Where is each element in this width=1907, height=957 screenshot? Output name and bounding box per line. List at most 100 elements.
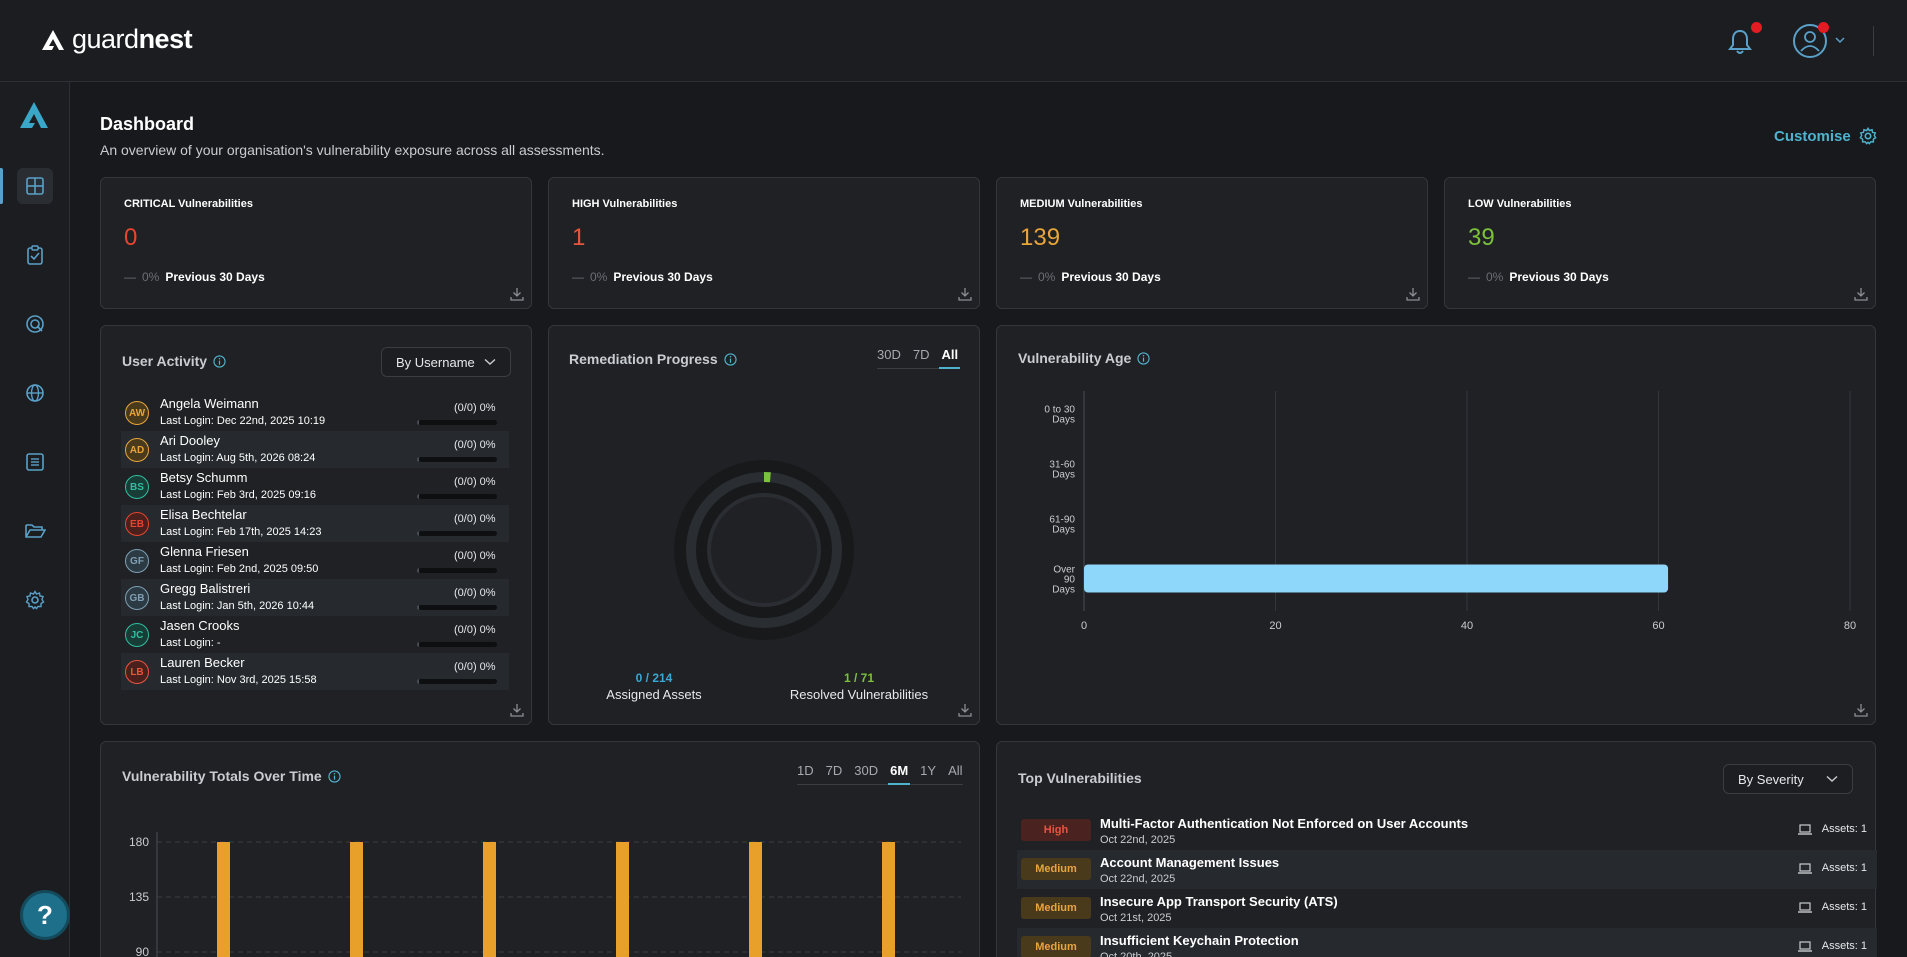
user-progress-count: (0/0) 0% — [454, 402, 496, 414]
assigned-assets-label: Assigned Assets — [606, 687, 702, 702]
trend-dash: — — [1468, 270, 1480, 284]
sidebar-item-web[interactable] — [17, 375, 53, 411]
vulnerability-row[interactable]: Medium Insufficient Keychain Protection Oc… — [1017, 928, 1877, 957]
top-vulns-title: Top Vulnerabilities — [1018, 770, 1142, 786]
tab-all[interactable]: All — [948, 763, 963, 778]
notifications-bell-icon[interactable] — [1727, 28, 1753, 56]
sidebar-item-reports[interactable] — [17, 444, 53, 480]
vulnerability-row[interactable]: Medium Insecure App Transport Security (A… — [1017, 889, 1877, 928]
tab-30d[interactable]: 30D — [877, 347, 901, 362]
user-avatar: BS — [125, 475, 149, 499]
resolved-vulns-stat: 1 / 71 Resolved Vulnerabilities — [769, 671, 949, 702]
remediation-tabs: 30D 7D All — [877, 347, 960, 369]
sidebar-item-settings[interactable] — [17, 582, 53, 618]
notification-badge — [1751, 22, 1762, 33]
totals-bar[interactable] — [217, 842, 230, 957]
chevron-down-icon[interactable] — [1835, 36, 1845, 44]
folder-open-icon — [25, 524, 46, 538]
customise-label: Customise — [1774, 127, 1851, 145]
grid-icon — [26, 177, 44, 195]
user-menu-button[interactable] — [1793, 24, 1827, 58]
totals-title-text: Vulnerability Totals Over Time — [122, 768, 322, 784]
vulnerability-age-chart: 0 20 40 60 80 0 to 30 Days 31-60 Days 61-90 Days Ov… — [1044, 391, 1856, 632]
user-row[interactable]: EB Elisa Bechtelar Last Login: Feb 17th, 2… — [121, 505, 509, 542]
user-name: Ari Dooley — [160, 433, 220, 448]
download-icon[interactable] — [958, 287, 972, 301]
sidebar-logo-icon[interactable] — [18, 100, 50, 130]
sidebar-item-targets[interactable] — [17, 306, 53, 342]
chevron-down-icon — [484, 358, 496, 365]
user-last-login: Last Login: - — [160, 637, 221, 649]
download-icon[interactable] — [1854, 287, 1868, 301]
tab-6m[interactable]: 6M — [888, 763, 911, 785]
download-icon[interactable] — [958, 703, 972, 717]
vulnerability-title: Insecure App Transport Security (ATS) — [1100, 894, 1338, 909]
totals-y-tick: 90 — [136, 945, 150, 957]
stat-value: 1 — [572, 224, 586, 251]
vulnerability-age-card: Vulnerability Age 0 20 40 60 80 0 to 30 Days 31… — [996, 325, 1876, 725]
tab-7d[interactable]: 7D — [825, 763, 843, 778]
download-icon[interactable] — [1406, 287, 1420, 301]
age-category-label: Over 90 Days — [1052, 565, 1075, 596]
info-icon[interactable] — [213, 354, 226, 368]
download-icon[interactable] — [510, 287, 524, 301]
vulnerability-row[interactable]: Medium Account Management Issues Oct 22nd,… — [1017, 850, 1877, 889]
user-row[interactable]: GB Gregg Balistreri Last Login: Jan 5th, 2… — [121, 579, 509, 616]
totals-bar[interactable] — [483, 842, 496, 957]
totals-bar[interactable] — [749, 842, 762, 957]
help-button[interactable]: ? — [20, 890, 70, 940]
user-row[interactable]: GF Glenna Friesen Last Login: Feb 2nd, 202… — [121, 542, 509, 579]
totals-bar[interactable] — [616, 842, 629, 957]
vulnerability-title: Multi-Factor Authentication Not Enforced… — [1100, 816, 1469, 831]
clipboard-check-icon — [27, 245, 43, 265]
user-name: Betsy Schumm — [160, 470, 248, 485]
user-row[interactable]: BS Betsy Schumm Last Login: Feb 3rd, 2025 … — [121, 468, 509, 505]
user-last-login: Last Login: Feb 2nd, 2025 09:50 — [160, 563, 319, 575]
totals-bar[interactable] — [882, 842, 895, 957]
stat-value: 0 — [124, 224, 138, 251]
remediation-title-text: Remediation Progress — [569, 351, 718, 367]
top-vulns-filter[interactable]: By Severity — [1723, 764, 1853, 794]
stat-card: MEDIUM Vulnerabilities 139 — 0% Previous 30 … — [996, 177, 1428, 309]
user-activity-filter[interactable]: By Username — [381, 347, 511, 377]
user-row[interactable]: AW Angela Weimann Last Login: Dec 22nd, 20… — [121, 394, 509, 431]
sidebar-item-files[interactable] — [17, 513, 53, 549]
tab-all[interactable]: All — [939, 347, 960, 369]
trend-period: Previous 30 Days — [165, 270, 265, 284]
user-progress-count: (0/0) 0% — [454, 624, 496, 636]
totals-bar[interactable] — [350, 842, 363, 957]
tab-7d[interactable]: 7D — [912, 347, 930, 362]
age-category-label: 61-90 Days — [1049, 515, 1075, 536]
age-bar[interactable] — [1084, 564, 1669, 593]
assigned-assets-stat: 0 / 214 Assigned Assets — [594, 671, 714, 702]
trend-dash: — — [124, 270, 136, 284]
info-icon[interactable] — [328, 769, 341, 783]
tab-1y[interactable]: 1Y — [920, 763, 937, 778]
customise-button[interactable]: Customise — [1774, 127, 1877, 145]
tab-1d[interactable]: 1D — [797, 763, 814, 778]
stat-trend: — 0% Previous 30 Days — [1020, 270, 1161, 284]
user-row[interactable]: JC Jasen Crooks Last Login: - (0/0) 0% — [121, 616, 509, 653]
stat-trend: — 0% Previous 30 Days — [124, 270, 265, 284]
gear-icon — [1859, 127, 1877, 145]
sidebar-item-assessments[interactable] — [17, 237, 53, 273]
app-logo[interactable]: guardnest — [40, 24, 193, 55]
age-x-tick: 40 — [1461, 620, 1473, 632]
vulnerability-row[interactable]: High Multi-Factor Authentication Not Enfo… — [1017, 811, 1877, 850]
user-row[interactable]: AD Ari Dooley Last Login: Aug 5th, 2026 08… — [121, 431, 509, 468]
assets-count: Assets: 1 — [1821, 901, 1867, 913]
severity-badge: High — [1021, 819, 1091, 841]
user-avatar: EB — [125, 512, 149, 536]
download-icon[interactable] — [1854, 703, 1868, 717]
sidebar-item-dashboard[interactable] — [17, 168, 53, 204]
trend-percent: 0% — [142, 270, 160, 284]
user-row[interactable]: LB Lauren Becker Last Login: Nov 3rd, 2025… — [121, 653, 509, 690]
download-icon[interactable] — [510, 703, 524, 717]
user-name: Glenna Friesen — [160, 544, 249, 559]
age-category-label: 31-60 Days — [1049, 460, 1075, 481]
trend-percent: 0% — [1486, 270, 1504, 284]
tab-30d[interactable]: 30D — [854, 763, 879, 778]
info-icon[interactable] — [723, 352, 737, 366]
page-subtitle: An overview of your organisation's vulne… — [100, 142, 605, 158]
info-icon[interactable] — [1137, 351, 1150, 365]
